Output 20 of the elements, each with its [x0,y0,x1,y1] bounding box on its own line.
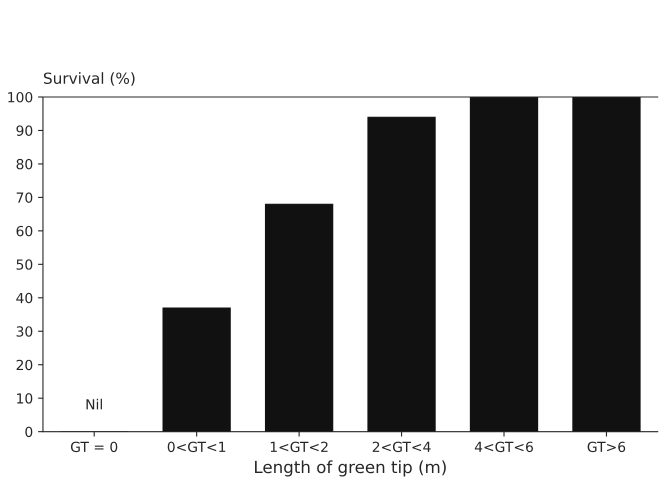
y-tick-label: 10 [17,393,32,404]
x-tick-label: 0<GT<1 [168,442,226,452]
y-tick-label: 90 [16,125,32,136]
x-tick-label: 2<GT<4 [372,442,431,452]
x-tick-label: GT>6 [588,442,626,452]
x-tick-label: GT = 0 [70,442,118,452]
y-tick-label: 80 [16,158,32,170]
y-axis-title: Survival (%) [44,72,135,86]
y-tick-label: 60 [16,226,32,236]
y-tick-label: 50 [16,259,32,270]
y-tick-label: 70 [16,192,32,203]
x-tick-label: 1<GT<2 [270,442,328,452]
y-tick-label: 0 [25,426,32,438]
y-tick-label: 40 [16,292,32,304]
y-tick-label: 20 [16,360,32,370]
y-tick-label: 30 [16,326,32,337]
annotation: Nil [86,398,102,410]
x-axis-title: Length of green tip (m) [255,460,446,476]
y-tick-label: 100 [8,92,32,102]
x-tick-label: 4<GT<6 [474,442,533,452]
